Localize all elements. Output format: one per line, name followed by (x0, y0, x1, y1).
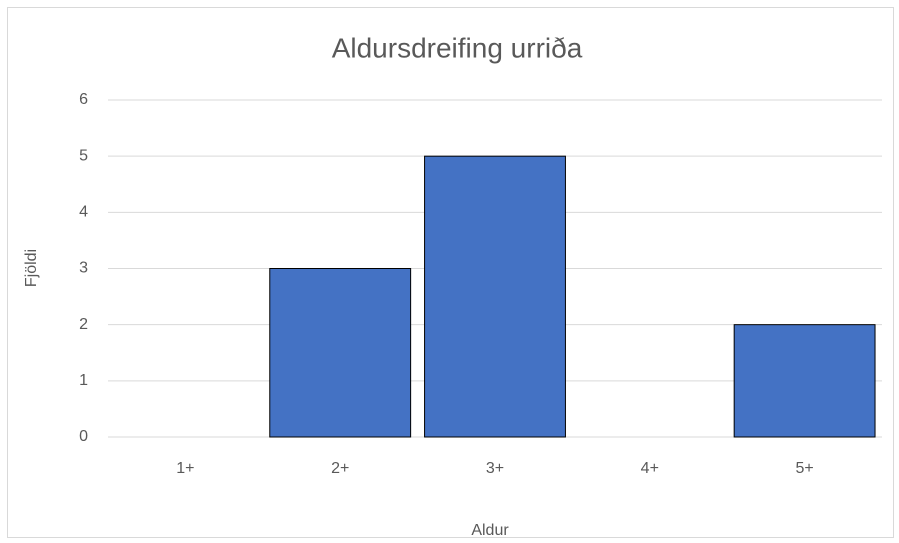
chart-title: Aldursdreifing urriða (332, 32, 583, 63)
y-axis-title: Fjöldi (23, 249, 40, 287)
x-axis-title: Aldur (471, 522, 509, 539)
y-tick-label: 0 (79, 428, 88, 445)
bar (424, 155, 566, 438)
bar (269, 268, 412, 438)
x-tick-label: 5+ (795, 460, 813, 477)
y-tick-label: 2 (79, 316, 88, 333)
y-tick-label: 4 (79, 204, 88, 221)
y-tick-label: 5 (79, 147, 88, 164)
y-tick-label: 3 (79, 260, 88, 277)
y-tick-label: 6 (79, 91, 88, 108)
x-tick-label: 1+ (176, 460, 194, 477)
x-tick-label: 3+ (486, 460, 504, 477)
bar (733, 324, 876, 438)
x-tick-label: 2+ (331, 460, 349, 477)
y-tick-label: 1 (79, 372, 88, 389)
x-tick-label: 4+ (641, 460, 659, 477)
